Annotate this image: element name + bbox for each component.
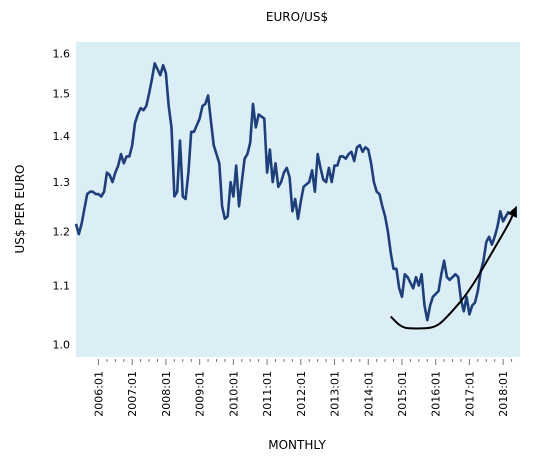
- y-axis-ticks: 1.0 1.1 1.2 1.3 1.4 1.5 1.6: [53, 48, 71, 352]
- y-tick-label: 1.4: [53, 130, 71, 143]
- y-axis-label: US$ PER EURO: [13, 165, 27, 254]
- x-tick-label: 2014:01: [362, 371, 375, 417]
- series-line-euro-usd: [74, 62, 510, 322]
- chart-title: EURO/US$: [266, 10, 328, 24]
- x-tick-label: 2006:01: [92, 371, 105, 417]
- y-tick-label: 1.6: [53, 48, 71, 61]
- y-tick-label: 1.0: [53, 338, 71, 351]
- x-tick-label: 2009:01: [194, 371, 207, 417]
- x-axis-ticks: 2006:01 2007:01 2008:01 2009:01 2010:01 2011:…: [92, 359, 513, 417]
- y-tick-label: 1.3: [53, 176, 71, 189]
- x-tick-label: 2013:01: [329, 371, 342, 417]
- x-axis-label: MONTHLY: [268, 438, 326, 452]
- x-tick-label: 2012:01: [295, 371, 308, 417]
- x-tick-label: 2007:01: [126, 371, 139, 417]
- y-tick-label: 1.2: [53, 226, 71, 239]
- annotation-arrow: [389, 210, 516, 330]
- annotation-arrowhead: [507, 205, 517, 218]
- x-tick-label: 2018:01: [497, 371, 510, 417]
- x-tick-label: 2017:01: [463, 371, 476, 417]
- x-tick-label: 2015:01: [396, 371, 409, 417]
- y-tick-label: 1.5: [53, 87, 71, 100]
- x-tick-label: 2008:01: [160, 371, 173, 417]
- x-tick-label: 2010:01: [227, 371, 240, 417]
- y-tick-label: 1.1: [53, 279, 71, 292]
- x-tick-label: 2016:01: [430, 371, 443, 417]
- x-tick-label: 2011:01: [261, 371, 274, 417]
